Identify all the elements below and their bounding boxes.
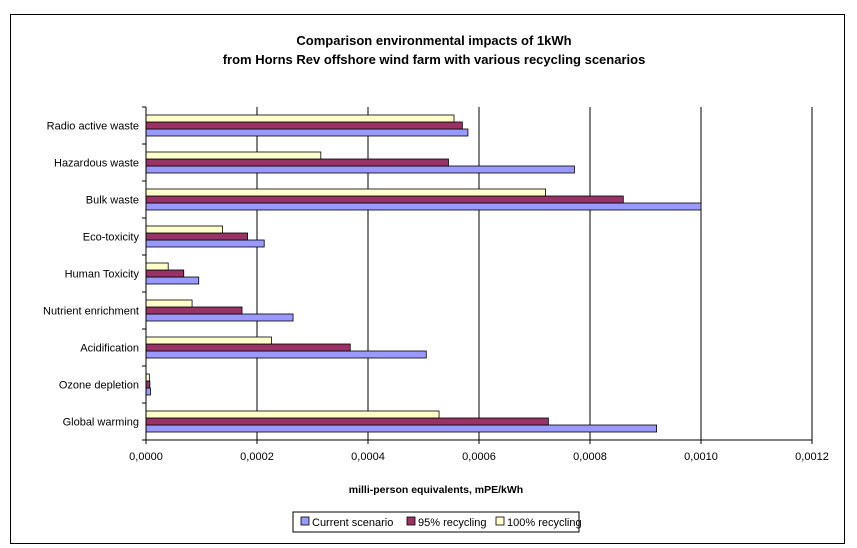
bar [145, 262, 169, 271]
chart-subtitle: from Horns Rev offshore wind farm with v… [223, 52, 646, 67]
x-tick-label: 0,0010 [684, 451, 718, 463]
legend-swatch [406, 516, 416, 526]
bar-chart: Comparison environmental impacts of 1kWh… [43, 33, 829, 533]
gridlines [256, 107, 813, 440]
bar [145, 313, 294, 322]
bar [145, 387, 151, 396]
bar [145, 417, 549, 426]
bar [145, 424, 658, 433]
chart-frame: Comparison environmental impacts of 1kWh… [10, 14, 845, 544]
legend-box [292, 511, 580, 533]
legend: Current scenario 95% recycling 100% recycl… [292, 511, 582, 533]
bar [145, 276, 200, 285]
bar [145, 158, 449, 167]
bar [145, 225, 223, 234]
bar [145, 202, 702, 211]
category-label: Hazardous waste [54, 158, 139, 170]
x-tick-label: 0,0002 [240, 451, 274, 463]
category-labels: Global warming Ozone depletion Acidificati… [43, 121, 139, 429]
category-label: Ozone depletion [59, 380, 139, 392]
x-tick-label: 0,0006 [462, 451, 496, 463]
chart-title: Comparison environmental impacts of 1kWh [296, 33, 571, 48]
bars [145, 114, 702, 433]
bar [145, 165, 575, 174]
bar [145, 151, 322, 160]
category-label: Global warming [63, 417, 139, 429]
bar [145, 299, 193, 308]
bar [145, 195, 624, 204]
bar [145, 121, 463, 130]
category-label: Radio active waste [47, 121, 139, 133]
bar [145, 239, 265, 248]
bar [145, 336, 272, 345]
bar [145, 128, 469, 137]
legend-swatch [300, 516, 310, 526]
bar [145, 343, 351, 352]
bar [145, 232, 248, 241]
bar [145, 269, 185, 278]
x-tick-label: 0,0008 [573, 451, 607, 463]
legend-label: 100% recycling [507, 517, 582, 529]
x-axis-label: milli-person equivalents, mPE/kWh [349, 484, 523, 496]
x-tick-labels: 0,0000 0,0002 0,0004 0,0006 0,0008 0,0010 0,00… [129, 451, 829, 463]
bar [145, 306, 243, 315]
axes [142, 106, 813, 444]
category-label: Nutrient enrichment [43, 306, 139, 318]
x-tick-label: 0,0004 [351, 451, 385, 463]
category-label: Human Toxicity [65, 269, 140, 281]
x-tick-label: 0,0012 [795, 451, 829, 463]
legend-label: 95% recycling [418, 517, 486, 529]
bar [145, 114, 455, 123]
category-label: Bulk waste [86, 195, 139, 207]
bar [145, 350, 427, 359]
bar [145, 410, 440, 419]
category-label: Acidification [80, 343, 139, 355]
bar [145, 188, 547, 197]
category-label: Eco-toxicity [83, 232, 140, 244]
legend-label: Current scenario [312, 517, 393, 529]
legend-swatch [495, 516, 505, 526]
bar [145, 380, 151, 389]
x-tick-label: 0,0000 [129, 451, 163, 463]
